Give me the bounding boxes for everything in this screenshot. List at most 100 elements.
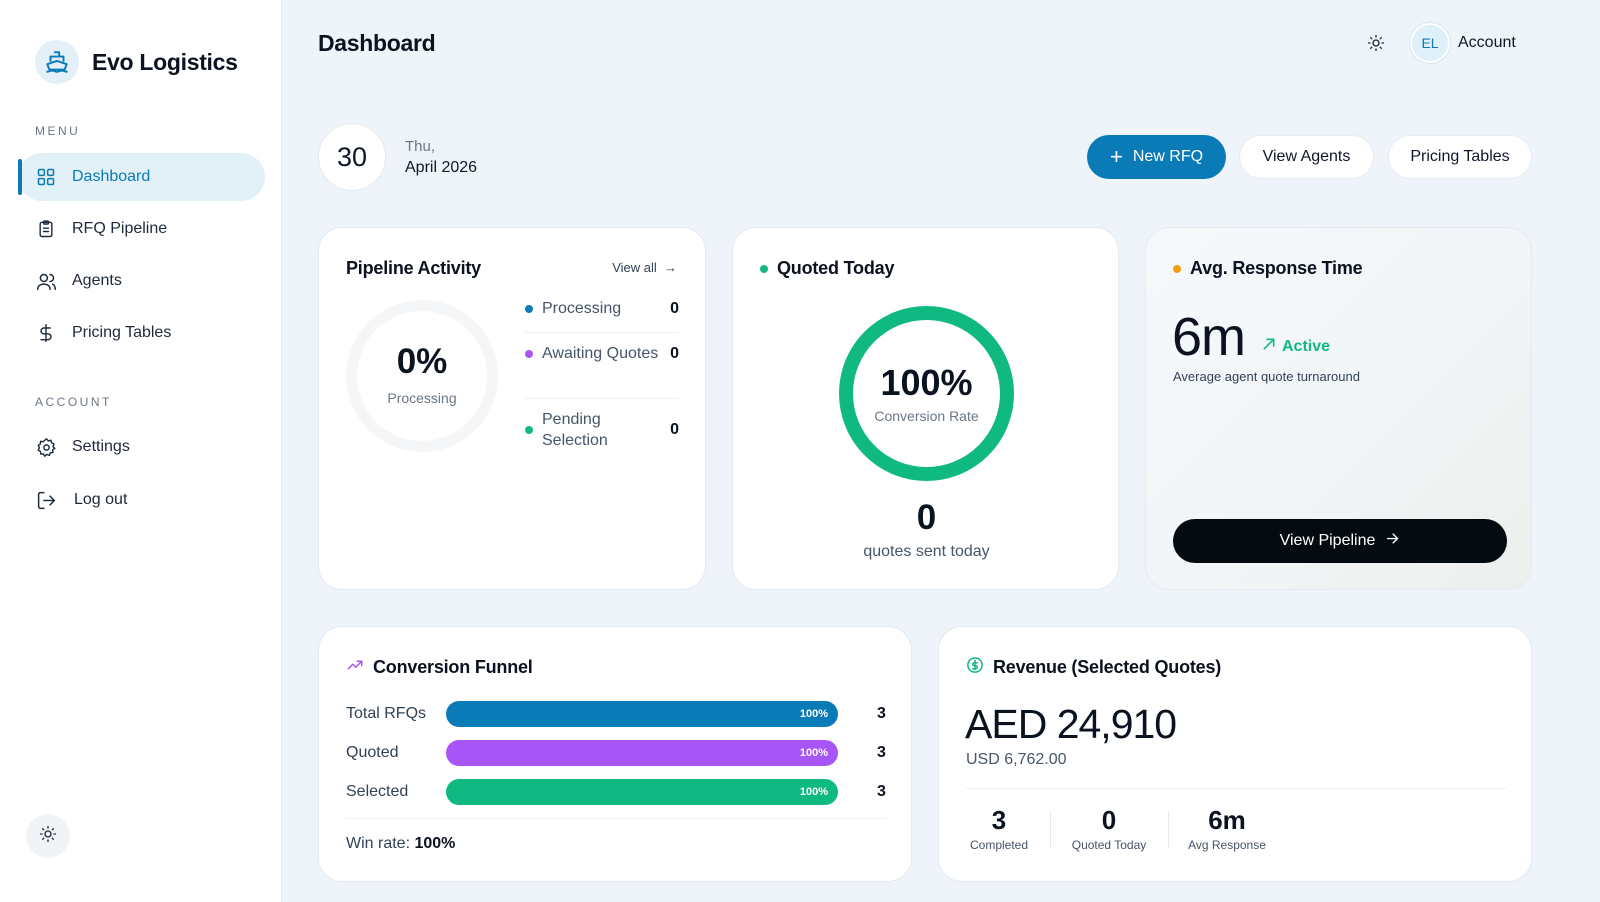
funnel-row: Total RFQs 100% 3: [346, 701, 886, 727]
win-rate-label: Win rate:: [346, 835, 411, 852]
dollar-circle-icon: [966, 656, 984, 679]
status-dot: [1173, 264, 1181, 273]
funnel-row: Selected 100% 3: [346, 779, 886, 805]
funnel-bar: 100%: [446, 779, 838, 805]
new-rfq-button[interactable]: + New RFQ: [1087, 135, 1226, 179]
menu-section-label: MENU: [35, 124, 81, 138]
funnel-label: Total RFQs: [346, 705, 427, 722]
stat-value: 0: [670, 421, 679, 438]
pipeline-activity-card: Pipeline Activity View all → 0% Processi…: [318, 227, 706, 590]
card-title-text: Revenue (Selected Quotes): [993, 657, 1222, 677]
sidebar-item-dashboard[interactable]: Dashboard: [18, 153, 265, 201]
mini-stat-avg-response: 6m Avg Response: [1185, 805, 1269, 852]
brand[interactable]: Evo Logistics: [35, 40, 238, 84]
response-time-subtitle: Average agent quote turnaround: [1173, 369, 1360, 384]
funnel-label: Quoted: [346, 744, 399, 761]
status-dot: [525, 304, 533, 313]
funnel-bar: 100%: [446, 701, 838, 727]
mini-stat-value: 6m: [1208, 805, 1246, 835]
view-all-label: View all: [612, 260, 657, 275]
stat-row: Pending Selection 0: [525, 409, 679, 451]
funnel-bar-fill: 100%: [446, 701, 838, 727]
view-agents-button[interactable]: View Agents: [1239, 135, 1374, 179]
revenue-amount: AED 24,910: [965, 701, 1177, 747]
funnel-label: Selected: [346, 783, 409, 800]
card-title: Conversion Funnel: [346, 656, 533, 679]
mini-stat-label: Quoted Today: [1071, 838, 1147, 852]
card-title: Revenue (Selected Quotes): [966, 656, 1221, 679]
view-all-link[interactable]: View all →: [612, 260, 677, 275]
divider: [525, 398, 679, 399]
divider: [346, 818, 886, 819]
sidebar-item-rfq-pipeline[interactable]: RFQ Pipeline: [18, 205, 265, 253]
status-dot: [525, 426, 533, 434]
sidebar-item-agents[interactable]: Agents: [18, 257, 265, 305]
funnel-bar-fill: 100%: [446, 779, 838, 805]
funnel-count: 3: [877, 705, 886, 722]
funnel-count: 3: [877, 744, 886, 761]
sidebar-item-settings[interactable]: Settings: [18, 423, 265, 471]
sun-icon: [39, 825, 57, 848]
sidebar: Evo Logistics MENU Dashboard RFQ Pipelin…: [0, 0, 282, 902]
sidebar-item-pricing-tables[interactable]: Pricing Tables: [18, 309, 265, 357]
users-icon: [35, 270, 57, 292]
win-rate: Win rate: 100%: [346, 835, 455, 853]
sidebar-item-label: Pricing Tables: [72, 324, 172, 341]
trending-up-icon: [346, 656, 364, 679]
account-menu[interactable]: Account: [1458, 34, 1516, 51]
plus-icon: +: [1109, 144, 1123, 169]
card-title-text: Conversion Funnel: [373, 657, 533, 677]
conversion-funnel-card: Conversion Funnel Total RFQs 100% 3 Quot…: [318, 626, 912, 882]
gear-icon: [35, 436, 57, 458]
mini-stat-label: Completed: [969, 838, 1029, 852]
avatar[interactable]: EL: [1410, 23, 1450, 63]
stat-label: Awaiting Quotes: [542, 345, 659, 362]
sun-icon[interactable]: [1364, 31, 1388, 55]
account-section-label: ACCOUNT: [35, 395, 112, 409]
logout-icon: [35, 489, 57, 511]
mini-stat-value: 0: [1101, 805, 1117, 835]
stat-value: 0: [670, 344, 679, 362]
status-dot: [525, 349, 533, 358]
quotes-sent-count: 0: [916, 498, 937, 537]
sidebar-item-label: RFQ Pipeline: [72, 220, 168, 237]
date-day: 30: [318, 123, 386, 191]
grid-icon: [35, 166, 57, 188]
card-title-text: Avg. Response Time: [1190, 258, 1363, 278]
mini-stat-completed: 3 Completed: [966, 805, 1032, 852]
theme-toggle-button[interactable]: [26, 814, 70, 858]
date-weekday: Thu,: [405, 138, 436, 155]
sidebar-item-label: Agents: [72, 272, 122, 289]
quotes-sent-label: quotes sent today: [863, 543, 990, 560]
avg-response-card: Avg. Response Time 6m Active Average age…: [1145, 227, 1532, 590]
sidebar-item-label: Dashboard: [72, 168, 151, 185]
stat-label: Processing: [542, 300, 622, 317]
sidebar-item-logout[interactable]: Log out: [18, 476, 265, 524]
funnel-count: 3: [877, 783, 886, 800]
conversion-rate-value: 100%: [880, 362, 973, 403]
trend-up-icon: [1261, 336, 1277, 357]
card-title: Avg. Response Time: [1173, 258, 1363, 279]
processing-percent: 0%: [396, 342, 448, 381]
card-title: Quoted Today: [760, 258, 894, 279]
mini-stat-quoted-today: 0 Quoted Today: [1067, 805, 1151, 852]
stat-row: Awaiting Quotes 0: [525, 343, 679, 364]
divider: [966, 788, 1506, 789]
win-rate-value: 100%: [414, 835, 456, 852]
revenue-usd: USD 6,762.00: [966, 751, 1067, 768]
dollar-icon: [35, 322, 57, 344]
quoted-today-card: Quoted Today 100% Conversion Rate 0 quot…: [732, 227, 1119, 590]
stat-label: Pending Selection: [542, 411, 608, 449]
funnel-bar-fill: 100%: [446, 740, 838, 766]
processing-ring: [346, 300, 498, 452]
status-dot: [760, 264, 768, 273]
funnel-row: Quoted 100% 3: [346, 740, 886, 766]
divider: [1050, 811, 1051, 849]
mini-stat-label: Avg Response: [1188, 838, 1266, 852]
view-pipeline-button[interactable]: View Pipeline: [1173, 519, 1507, 563]
arrow-right-icon: →: [660, 260, 677, 275]
view-pipeline-label: View Pipeline: [1279, 532, 1376, 549]
pricing-tables-button[interactable]: Pricing Tables: [1388, 135, 1532, 179]
revenue-card: Revenue (Selected Quotes) AED 24,910 USD…: [938, 626, 1532, 882]
conversion-rate-label: Conversion Rate: [874, 408, 979, 424]
